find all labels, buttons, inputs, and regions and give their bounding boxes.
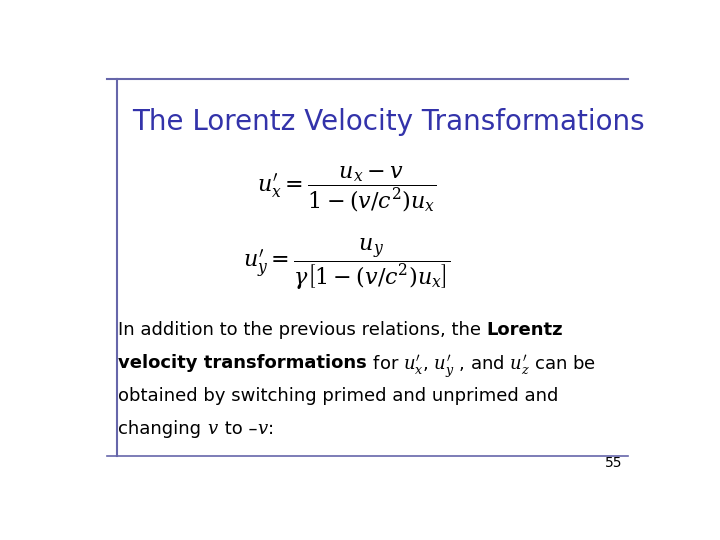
Text: velocity transformations: velocity transformations — [118, 354, 366, 372]
Text: In addition to the previous relations, the: In addition to the previous relations, t… — [118, 321, 487, 339]
Text: $v$:: $v$: — [257, 420, 274, 438]
Text: The Lorentz Velocity Transformations: The Lorentz Velocity Transformations — [132, 109, 644, 137]
Text: to –: to – — [219, 420, 257, 438]
Text: Lorentz: Lorentz — [487, 321, 563, 339]
Text: 55: 55 — [606, 456, 623, 470]
Text: $v$: $v$ — [207, 420, 219, 438]
Text: for $u^{\prime}_x$, $u^{\prime}_y$ , and $u^{\prime}_z$ can be: for $u^{\prime}_x$, $u^{\prime}_y$ , and… — [366, 354, 595, 381]
Text: $u^{{\prime}}_x = \dfrac{u_x - v}{1-(v/c^2)u_x}$: $u^{{\prime}}_x = \dfrac{u_x - v}{1-(v/c… — [257, 165, 436, 214]
Text: obtained by switching primed and unprimed and: obtained by switching primed and unprime… — [118, 387, 558, 405]
Text: $u^{\prime}_y = \dfrac{u_y}{\gamma\left[1-(v/c^2)u_x\right]}$: $u^{\prime}_y = \dfrac{u_y}{\gamma\left[… — [243, 237, 450, 292]
Text: changing: changing — [118, 420, 207, 438]
